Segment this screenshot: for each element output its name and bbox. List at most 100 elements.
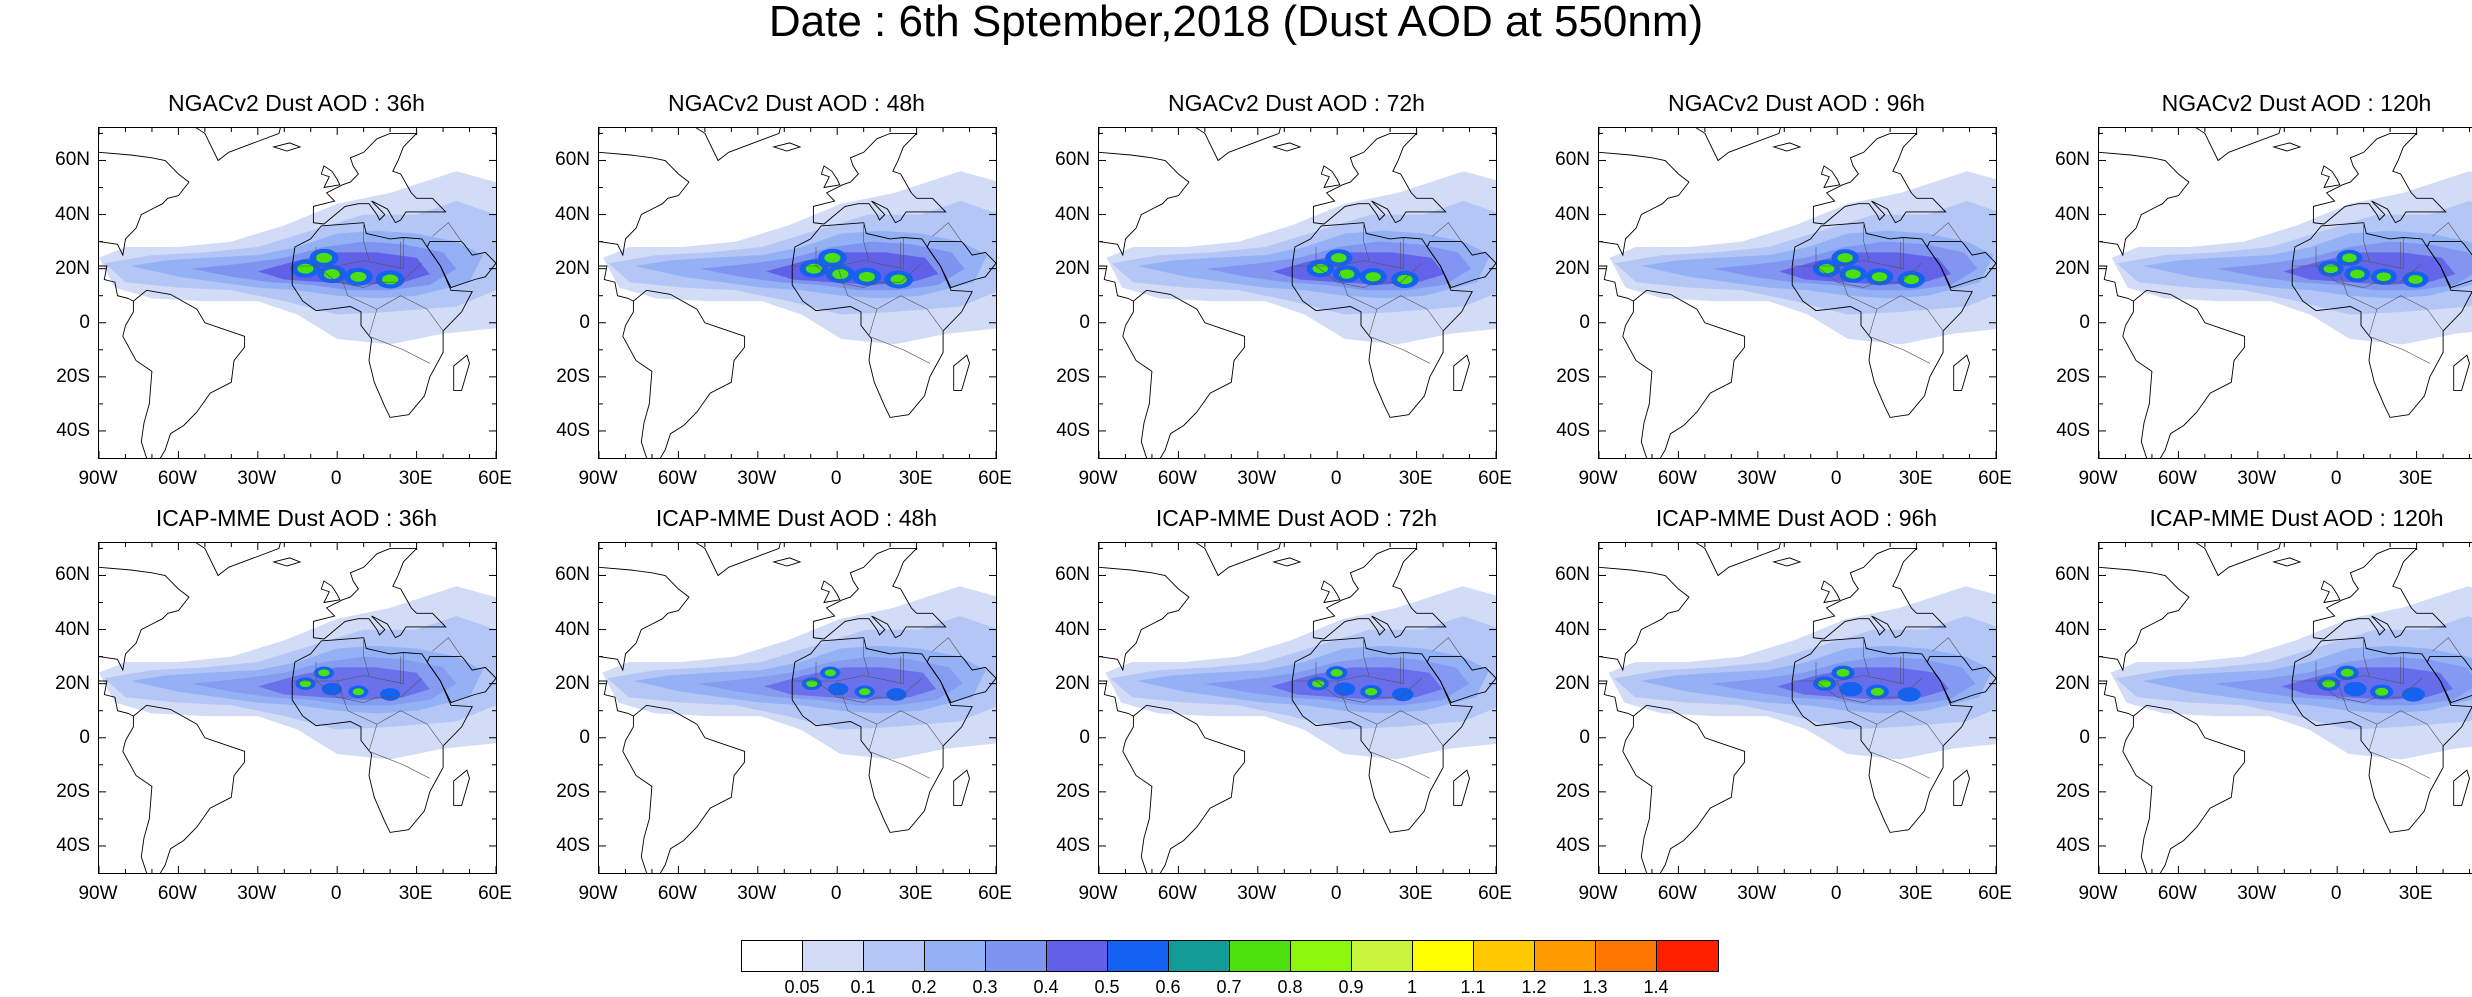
panel-title: ICAP-MME Dust AOD : 120h: [2087, 505, 2472, 531]
lat-tick-label: 0: [1530, 313, 1590, 333]
lon-tick-label: 30W: [727, 884, 787, 904]
lon-tick-label: 60E: [465, 469, 525, 489]
lon-tick-label: 30W: [1227, 469, 1287, 489]
aod-hotspot-core: [1365, 688, 1377, 695]
lon-tick-label: 60W: [1647, 469, 1707, 489]
lat-tick-label: 40N: [1530, 620, 1590, 640]
colorbar-swatch: [1047, 941, 1108, 971]
aod-hotspot-core: [316, 253, 332, 263]
lon-tick-label: 60E: [2465, 469, 2472, 489]
colorbar-swatch: [925, 941, 986, 971]
lat-tick-label: 60N: [30, 150, 90, 170]
lat-tick-label: 40N: [1530, 205, 1590, 225]
aod-hotspot-core: [350, 272, 366, 282]
aod-hotspot-core: [891, 275, 907, 285]
colorbar-swatch: [1657, 941, 1718, 971]
aod-hotspot-core: [2408, 275, 2423, 284]
lat-tick-label: 40S: [2030, 836, 2090, 856]
lon-tick-label: 0: [806, 884, 866, 904]
lat-tick-label: 60N: [1530, 150, 1590, 170]
colorbar-label: 0.1: [833, 978, 893, 996]
aod-hotspot: [1839, 682, 1862, 696]
lon-tick-label: 30W: [2227, 469, 2287, 489]
lon-tick-label: 30W: [227, 884, 287, 904]
lat-tick-label: 40N: [30, 620, 90, 640]
lon-tick-label: 30E: [886, 469, 946, 489]
aod-hotspot: [2402, 687, 2425, 701]
lon-tick-label: 30W: [227, 469, 287, 489]
lon-tick-label: 30W: [1227, 884, 1287, 904]
lon-tick-label: 90W: [2068, 884, 2128, 904]
lat-tick-label: 20N: [1030, 674, 1090, 694]
colorbar-swatch: [1291, 941, 1352, 971]
lat-tick-label: 60N: [1530, 565, 1590, 585]
panel-title: NGACv2 Dust AOD : 36h: [87, 90, 507, 116]
lat-tick-label: 20S: [2030, 782, 2090, 802]
lon-tick-label: 60W: [147, 884, 207, 904]
lat-tick-label: 40S: [30, 836, 90, 856]
aod-hotspot-core: [1397, 275, 1412, 284]
lat-tick-label: 40S: [1030, 421, 1090, 441]
lat-tick-label: 40S: [1530, 421, 1590, 441]
aod-hotspot-core: [2376, 272, 2391, 281]
lat-tick-label: 0: [2030, 313, 2090, 333]
aod-hotspot-core: [1837, 253, 1852, 262]
colorbar-label: 0.2: [894, 978, 954, 996]
lat-tick-label: 0: [30, 313, 90, 333]
lon-tick-label: 0: [1806, 884, 1866, 904]
aod-hotspot: [1334, 682, 1356, 696]
dust-aod-map: [98, 542, 497, 874]
panel-title: NGACv2 Dust AOD : 120h: [2087, 90, 2472, 116]
lat-tick-label: 60N: [1030, 565, 1090, 585]
lat-tick-label: 0: [530, 728, 590, 748]
lat-tick-label: 0: [1030, 313, 1090, 333]
colorbar-label: 1.4: [1626, 978, 1686, 996]
lon-tick-label: 90W: [68, 884, 128, 904]
dust-aod-map: [598, 127, 997, 459]
lat-tick-label: 60N: [2030, 150, 2090, 170]
aod-hotspot-core: [1872, 272, 1887, 281]
lat-tick-label: 20S: [30, 782, 90, 802]
lon-tick-label: 90W: [568, 884, 628, 904]
aod-hotspot-core: [2350, 270, 2365, 279]
panel-title: NGACv2 Dust AOD : 96h: [1587, 90, 2007, 116]
lon-tick-label: 0: [2306, 469, 2366, 489]
lon-tick-label: 60E: [2465, 884, 2472, 904]
lon-tick-label: 0: [306, 884, 366, 904]
aod-hotspot-core: [1331, 669, 1343, 676]
lon-tick-label: 90W: [1068, 884, 1128, 904]
colorbar-swatch: [1352, 941, 1413, 971]
aod-hotspot-core: [2324, 264, 2339, 273]
lat-tick-label: 40N: [2030, 620, 2090, 640]
aod-hotspot: [380, 688, 400, 701]
lat-tick-label: 20S: [1030, 367, 1090, 387]
lon-tick-label: 60E: [1965, 884, 2025, 904]
panel-title: NGACv2 Dust AOD : 72h: [1087, 90, 1507, 116]
colorbar-label: 1: [1382, 978, 1442, 996]
aod-hotspot-core: [297, 264, 313, 274]
colorbar: [741, 940, 1719, 972]
aod-hotspot-core: [825, 669, 836, 676]
lon-tick-label: 30E: [1886, 884, 1946, 904]
lon-tick-label: 30E: [1386, 884, 1446, 904]
lon-tick-label: 60E: [465, 884, 525, 904]
dust-aod-map: [1098, 542, 1497, 874]
lat-tick-label: 40S: [530, 836, 590, 856]
aod-hotspot-core: [1845, 269, 1860, 278]
lat-tick-label: 0: [2030, 728, 2090, 748]
lon-tick-label: 60W: [2147, 469, 2207, 489]
lat-tick-label: 60N: [30, 565, 90, 585]
lon-tick-label: 30W: [2227, 884, 2287, 904]
lon-tick-label: 0: [806, 469, 866, 489]
aod-hotspot-core: [859, 272, 875, 282]
lat-tick-label: 40N: [1030, 620, 1090, 640]
aod-hotspot-core: [1904, 275, 1919, 284]
aod-hotspot-core: [353, 688, 364, 695]
lon-tick-label: 30E: [386, 469, 446, 489]
aod-hotspot: [2344, 682, 2367, 696]
colorbar-label: 0.3: [955, 978, 1015, 996]
lon-tick-label: 0: [1806, 469, 1866, 489]
lon-tick-label: 30W: [1727, 884, 1787, 904]
lon-tick-label: 60W: [1147, 469, 1207, 489]
lat-tick-label: 20N: [2030, 674, 2090, 694]
